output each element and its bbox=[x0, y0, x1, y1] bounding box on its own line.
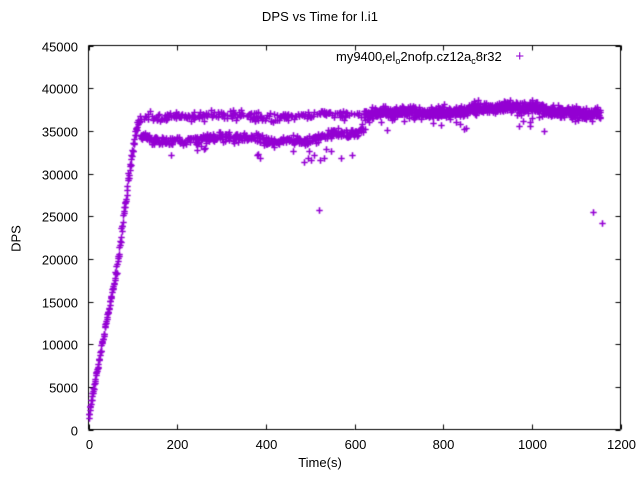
y-tick-label: 15000 bbox=[41, 295, 78, 310]
y-tick-label: 10000 bbox=[41, 337, 78, 352]
legend: my9400relo2nofp.cz12ac8r32 + bbox=[336, 47, 528, 66]
y-tick-label: 0 bbox=[70, 423, 78, 438]
x-tick-label: 1000 bbox=[518, 436, 547, 452]
legend-entry-label: my9400relo2nofp.cz12ac8r32 bbox=[336, 48, 502, 66]
x-tick-label: 400 bbox=[255, 436, 278, 452]
x-tick-label: 600 bbox=[344, 436, 367, 452]
y-axis-label: DPS bbox=[8, 225, 24, 252]
y-tick-label: 5000 bbox=[49, 380, 78, 395]
y-tick-label: 45000 bbox=[41, 39, 78, 54]
y-tick-label: 35000 bbox=[41, 124, 78, 139]
x-axis-label: Time(s) bbox=[298, 455, 342, 470]
y-tick-label: 25000 bbox=[41, 209, 78, 224]
x-tick-label: 800 bbox=[432, 436, 455, 452]
y-tick-label: 30000 bbox=[41, 167, 78, 182]
y-tick-label: 20000 bbox=[41, 252, 78, 267]
legend-marker-icon: + bbox=[515, 47, 525, 65]
x-tick-label: 0 bbox=[85, 436, 94, 452]
x-tick-label: 1200 bbox=[607, 436, 636, 452]
x-tick-label: 200 bbox=[166, 436, 189, 452]
y-tick-label: 40000 bbox=[41, 81, 78, 96]
